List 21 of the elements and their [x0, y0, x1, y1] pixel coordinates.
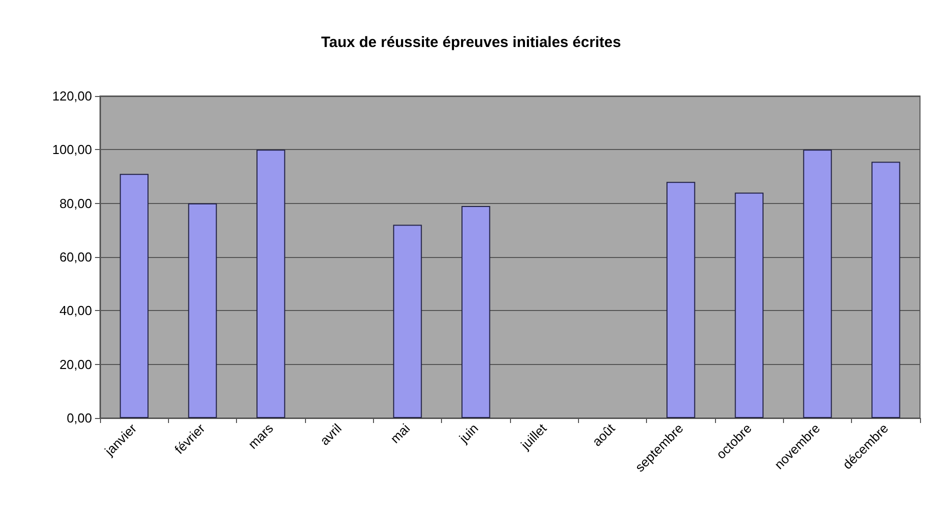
bar	[734, 192, 764, 418]
bar	[256, 150, 286, 418]
bar	[461, 206, 490, 418]
y-tick-label: 0,00	[66, 410, 92, 426]
bar	[120, 174, 149, 418]
y-tick-label: 60,00	[59, 250, 92, 264]
x-tick-label: juin	[456, 420, 482, 446]
y-tick-label: 80,00	[59, 196, 92, 211]
bar	[803, 150, 832, 418]
y-tick-label: 40,00	[59, 303, 92, 318]
x-tick-label: mai	[387, 420, 413, 446]
y-tick-label: 120,00	[52, 88, 92, 104]
bar	[393, 224, 422, 418]
x-tick-label: avril	[317, 420, 345, 448]
x-tick-label: août	[589, 420, 618, 450]
bar	[871, 162, 900, 418]
chart-title: Taux de réussite épreuves initiales écrites	[321, 34, 621, 51]
bar	[188, 203, 217, 418]
y-tick-label: 20,00	[59, 356, 92, 372]
bar	[666, 182, 696, 418]
y-tick-label: 100,00	[52, 142, 92, 158]
